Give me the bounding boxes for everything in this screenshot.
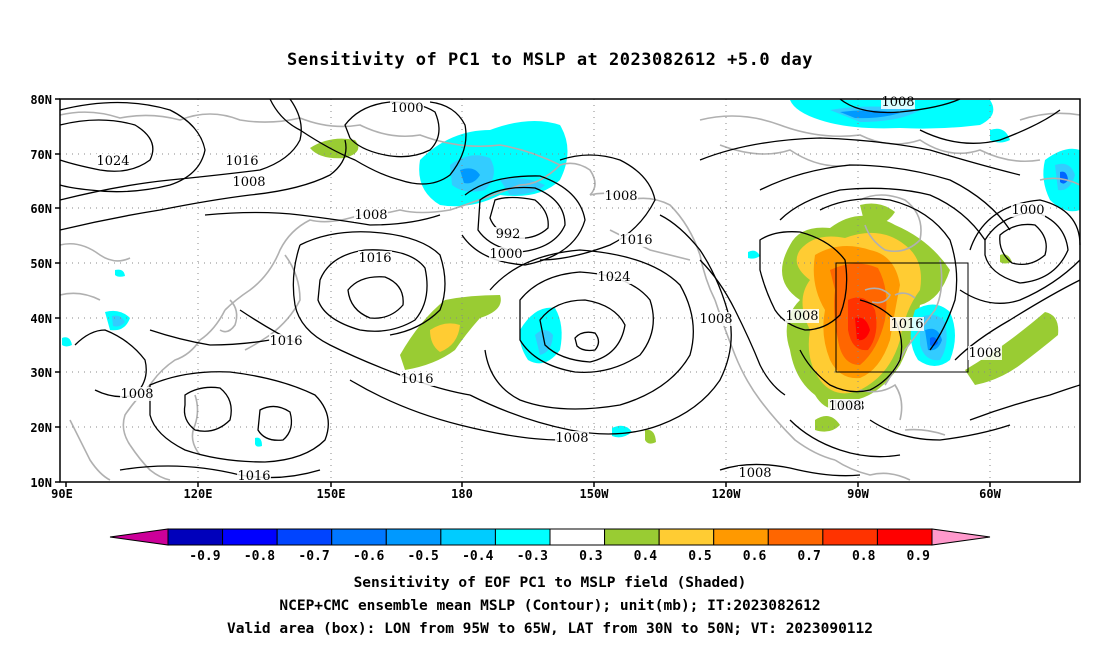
contour-labels: 1000 1008 1024 1016 1008 1008 992 1000 1008 1016 1…: [96, 95, 1045, 484]
colorbar-swatch: [276, 528, 333, 546]
mslp-contours: [59, 98, 1081, 479]
latitude-labels: 80N 70N 60N 50N 40N 30N 20N 10N: [30, 93, 52, 490]
colorbar-label: 0.7: [797, 549, 820, 564]
lon-label-120w: 120W: [712, 487, 742, 501]
colorbar-swatch: [385, 528, 442, 546]
colorbar-swatch: [549, 528, 606, 546]
contour-label: 1008: [828, 399, 861, 414]
contour-label: 1000: [489, 247, 522, 262]
plot-frame: [59, 98, 1081, 483]
colorbar-swatch: [167, 528, 224, 546]
contour-label: 1000: [1011, 203, 1044, 218]
contour-label: 1016: [237, 469, 270, 484]
contour-label: 1008: [604, 189, 637, 204]
colorbar-swatch: [713, 528, 769, 546]
lon-label-60w: 60W: [979, 487, 1001, 501]
colorbar-label: -0.9: [189, 549, 220, 564]
valid-area-box: [835, 262, 969, 373]
lon-label-180: 180: [451, 487, 473, 501]
colorbar-swatch: [604, 528, 660, 546]
colorbar-label: -0.3: [517, 549, 548, 564]
colorbar-swatch: [822, 528, 878, 546]
lat-label-10n: 10N: [30, 476, 52, 490]
colorbar-swatch: [222, 528, 278, 546]
contour-label: 992: [496, 227, 521, 242]
colorbar-label: -0.5: [408, 549, 439, 564]
lat-label-60n: 60N: [30, 202, 52, 216]
contour-label: 1008: [354, 208, 387, 223]
colorbar-label: -0.8: [244, 549, 275, 564]
colorbar-label: 0.3: [579, 549, 602, 564]
lon-label-90e: 90E: [51, 487, 73, 501]
lat-label-80n: 80N: [30, 93, 52, 107]
contour-label: 1008: [120, 387, 153, 402]
contour-label: 1016: [225, 154, 258, 169]
colorbar-swatch: [767, 528, 824, 546]
lat-label-30n: 30N: [30, 366, 52, 380]
contour-label: 1008: [881, 95, 914, 110]
colorbar-high-end: [931, 528, 991, 546]
chart-title: Sensitivity of PC1 to MSLP at 2023082612…: [286, 50, 813, 70]
colorbar-label: -0.7: [298, 549, 329, 564]
lat-label-70n: 70N: [30, 148, 52, 162]
contour-label: 1016: [400, 372, 433, 387]
contour-label: 1024: [96, 154, 129, 169]
colorbar-swatch: [876, 528, 933, 546]
contour-label: 1000: [390, 101, 423, 116]
colorbar-label: 0.6: [743, 549, 767, 564]
lat-label-20n: 20N: [30, 421, 52, 435]
footer-line-2: NCEP+CMC ensemble mean MSLP (Contour); u…: [279, 598, 821, 614]
contour-label: 1008: [785, 309, 818, 324]
colorbar-label: 0.5: [688, 549, 711, 564]
contour-label: 1008: [738, 466, 771, 481]
contour-label: 1024: [597, 270, 630, 285]
colorbar-label: -0.4: [462, 549, 493, 564]
lon-label-90w: 90W: [847, 487, 869, 501]
colorbar-label: -0.6: [353, 549, 384, 564]
gridlines: [60, 99, 1080, 482]
contour-label: 1016: [619, 233, 652, 248]
colorbar-label: 0.4: [634, 549, 658, 564]
colorbar-swatch: [440, 528, 496, 546]
contour-label: 1008: [968, 346, 1001, 361]
colorbar-label: 0.9: [907, 549, 930, 564]
colorbar: -0.9 -0.8 -0.7 -0.6 -0.5 -0.4 -0.3 0.3 0.4 0.5 0.6…: [109, 528, 991, 564]
longitude-labels: 90E 120E 150E 180 150W 120W 90W 60W: [51, 487, 1001, 501]
colorbar-label: 0.8: [852, 549, 876, 564]
contour-label: 1016: [890, 317, 923, 332]
colorbar-swatch: [658, 528, 715, 546]
footer-line-3: Valid area (box): LON from 95W to 65W, L…: [226, 621, 873, 637]
contour-label: 1008: [699, 312, 732, 327]
lat-label-50n: 50N: [30, 257, 52, 271]
lon-label-150e: 150E: [317, 487, 346, 501]
contour-label: 1008: [555, 431, 588, 446]
contour-label: 1008: [232, 175, 265, 190]
colorbar-swatch: [494, 528, 551, 546]
contour-label: 1016: [269, 334, 302, 349]
lon-label-120e: 120E: [184, 487, 213, 501]
colorbar-low-end: [109, 528, 169, 546]
lat-label-40n: 40N: [30, 312, 52, 326]
colorbar-swatch: [331, 528, 387, 546]
lon-label-150w: 150W: [580, 487, 610, 501]
footer-line-1: Sensitivity of EOF PC1 to MSLP field (Sh…: [353, 575, 747, 591]
contour-label: 1016: [358, 251, 391, 266]
